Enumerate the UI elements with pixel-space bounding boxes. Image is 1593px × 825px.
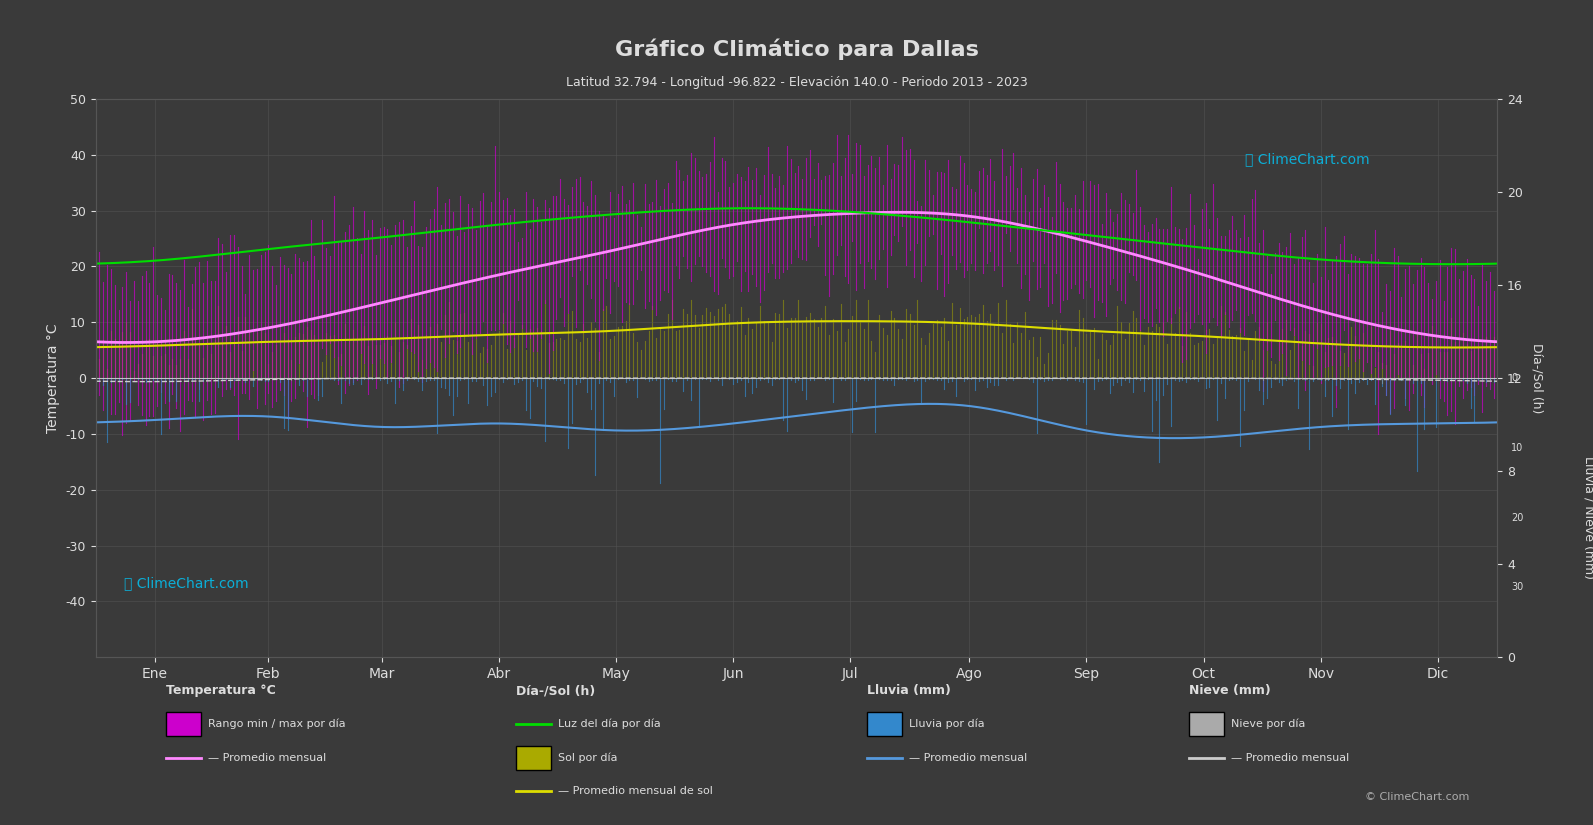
- Text: 20: 20: [1512, 512, 1525, 523]
- Text: Lluvia (mm): Lluvia (mm): [867, 684, 951, 697]
- Text: Latitud 32.794 - Longitud -96.822 - Elevación 140.0 - Periodo 2013 - 2023: Latitud 32.794 - Longitud -96.822 - Elev…: [566, 76, 1027, 89]
- Text: Lluvia / Nieve (mm): Lluvia / Nieve (mm): [1582, 456, 1593, 579]
- Text: Luz del día por día: Luz del día por día: [558, 719, 661, 729]
- Y-axis label: Día-/Sol (h): Día-/Sol (h): [1531, 343, 1544, 413]
- FancyBboxPatch shape: [867, 712, 902, 736]
- Text: Sol por día: Sol por día: [558, 752, 618, 763]
- Text: © ClimeChart.com: © ClimeChart.com: [1365, 792, 1469, 802]
- Text: Día-/Sol (h): Día-/Sol (h): [516, 684, 596, 697]
- FancyBboxPatch shape: [1188, 712, 1223, 736]
- FancyBboxPatch shape: [166, 712, 201, 736]
- Text: — Promedio mensual: — Promedio mensual: [207, 752, 327, 762]
- Text: 🌍 ClimeChart.com: 🌍 ClimeChart.com: [124, 576, 249, 590]
- Y-axis label: Temperatura °C: Temperatura °C: [46, 323, 61, 433]
- Text: Rango min / max por día: Rango min / max por día: [207, 719, 346, 729]
- FancyBboxPatch shape: [516, 746, 551, 770]
- Text: Lluvia por día: Lluvia por día: [908, 719, 984, 729]
- Text: Nieve por día: Nieve por día: [1231, 719, 1305, 729]
- Text: 0: 0: [1512, 373, 1518, 383]
- Text: — Promedio mensual de sol: — Promedio mensual de sol: [558, 786, 714, 796]
- Text: Gráfico Climático para Dallas: Gráfico Climático para Dallas: [615, 39, 978, 60]
- Text: Temperatura °C: Temperatura °C: [166, 684, 276, 697]
- Text: 🌍 ClimeChart.com: 🌍 ClimeChart.com: [1246, 152, 1370, 166]
- Text: — Promedio mensual: — Promedio mensual: [1231, 752, 1349, 762]
- Text: — Promedio mensual: — Promedio mensual: [908, 752, 1027, 762]
- Text: Nieve (mm): Nieve (mm): [1188, 684, 1271, 697]
- Text: 10: 10: [1512, 443, 1523, 453]
- Text: 30: 30: [1512, 582, 1523, 592]
